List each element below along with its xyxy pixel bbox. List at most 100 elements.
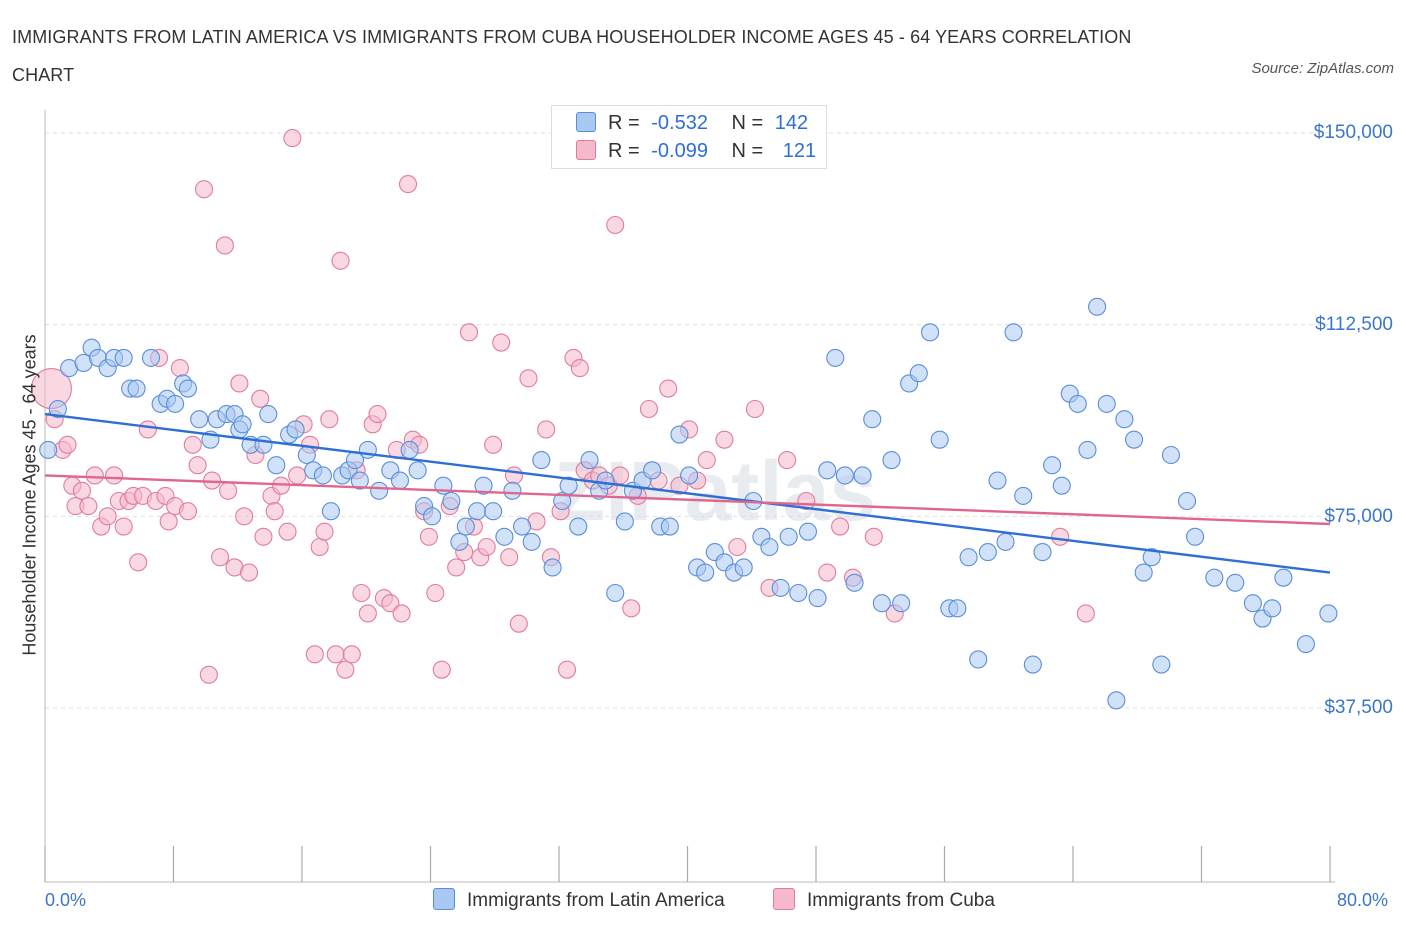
cuba-point	[251, 389, 270, 408]
latin-america-point	[978, 543, 997, 562]
y-tick-label: $37,500	[1324, 697, 1393, 718]
cuba-point	[278, 522, 297, 541]
legend-label: Immigrants from Latin America	[467, 890, 725, 911]
latin-america-point	[1205, 568, 1224, 587]
cuba-point	[288, 466, 307, 485]
latin-america-point	[969, 650, 988, 669]
cuba-point	[265, 502, 284, 521]
cuba-point	[230, 374, 249, 393]
latin-america-point	[1078, 440, 1097, 459]
latin-america-point	[959, 548, 978, 567]
latin-america-point	[456, 517, 475, 536]
cuba-point	[519, 369, 538, 388]
latin-america-point	[734, 558, 753, 577]
axes	[44, 110, 1335, 883]
cuba-point	[715, 430, 734, 449]
latin-america-point	[779, 527, 798, 546]
latin-america-point	[798, 522, 818, 541]
latin-america-point	[1226, 573, 1245, 592]
cuba-point	[283, 129, 302, 148]
cuba-point	[606, 215, 625, 235]
latin-america-point	[1263, 599, 1282, 618]
cuba-point	[392, 604, 411, 623]
latin-america-point	[948, 599, 967, 618]
latin-america-point	[1186, 527, 1205, 546]
latin-america-point	[513, 517, 532, 536]
latin-america-point	[190, 410, 209, 429]
cuba-point	[215, 236, 234, 255]
latin-america-point	[615, 512, 634, 531]
cuba-point	[432, 660, 451, 679]
cuba-point	[426, 583, 445, 603]
cuba-point	[219, 481, 238, 500]
latin-america-point	[1319, 604, 1338, 623]
latin-america-point	[670, 425, 689, 444]
latin-america-point	[1274, 568, 1293, 587]
cuba-point	[818, 563, 837, 582]
x-tick-label-max: 80.0%	[1337, 890, 1389, 910]
latin-america-point	[1014, 486, 1033, 505]
latin-america-point	[1243, 594, 1262, 613]
latin-america-point	[988, 471, 1007, 490]
latin-america-point	[1296, 635, 1315, 654]
legend-swatch-latin-america	[576, 112, 596, 132]
cuba-point	[570, 359, 589, 378]
latin-america-point	[1023, 655, 1042, 674]
cuba-point	[419, 527, 438, 546]
legend-swatch-cuba	[773, 888, 795, 910]
cuba-point	[310, 537, 329, 557]
latin-america-point	[789, 583, 808, 603]
latin-america-point	[1115, 410, 1134, 429]
latin-america-point	[267, 456, 286, 475]
latin-america-point	[643, 461, 662, 480]
series-latin-america-points	[39, 297, 1338, 710]
cuba-point	[358, 604, 377, 623]
cuba-point	[398, 175, 418, 194]
cuba-point	[159, 512, 178, 531]
y-tick-label: $150,000	[1313, 122, 1393, 143]
cuba-point	[188, 456, 207, 475]
latin-america-point	[882, 451, 901, 470]
latin-america-point	[1043, 456, 1062, 475]
latin-america-point	[442, 491, 461, 511]
cuba-point	[459, 323, 479, 342]
cuba-point	[138, 420, 157, 439]
latin-america-point	[771, 578, 790, 597]
legend-swatch-latin-america	[433, 888, 455, 910]
latin-america-point	[468, 502, 487, 521]
y-tick-label: $75,000	[1324, 506, 1393, 527]
cuba-point	[697, 451, 716, 470]
cuba-point	[537, 420, 556, 439]
latin-america-point	[474, 476, 493, 495]
cuba-point	[129, 553, 148, 572]
latin-america-point	[127, 379, 146, 398]
cuba-point	[831, 517, 850, 536]
cuba-point	[105, 466, 124, 485]
latin-america-point	[1124, 430, 1144, 449]
latin-america-point	[863, 410, 882, 429]
chart-source: Source: ZipAtlas.com	[1251, 60, 1394, 77]
cuba-point	[1051, 527, 1070, 546]
latin-america-point	[297, 445, 316, 465]
latin-america-point	[1033, 543, 1052, 562]
cuba-point	[368, 405, 387, 424]
cuba-point	[72, 481, 91, 500]
latin-america-point	[996, 532, 1015, 551]
cuba-point	[484, 435, 503, 454]
trend-lines	[44, 412, 1331, 574]
latin-america-point	[254, 435, 273, 454]
cuba-point	[98, 507, 117, 526]
cuba-point	[381, 594, 400, 613]
latin-america-point	[259, 405, 278, 424]
latin-america-point	[321, 502, 340, 521]
latin-america-point	[808, 589, 827, 608]
latin-america-point	[826, 348, 845, 367]
latin-america-point	[892, 594, 911, 613]
legend-item-cuba: Immigrants from Cuba	[773, 888, 995, 912]
latin-america-point	[1088, 297, 1107, 316]
x-tick-label-min: 0.0%	[45, 890, 87, 910]
cuba-point	[864, 527, 883, 546]
cuba-point	[239, 563, 259, 582]
latin-america-point	[696, 563, 715, 582]
latin-america-point	[350, 471, 369, 490]
